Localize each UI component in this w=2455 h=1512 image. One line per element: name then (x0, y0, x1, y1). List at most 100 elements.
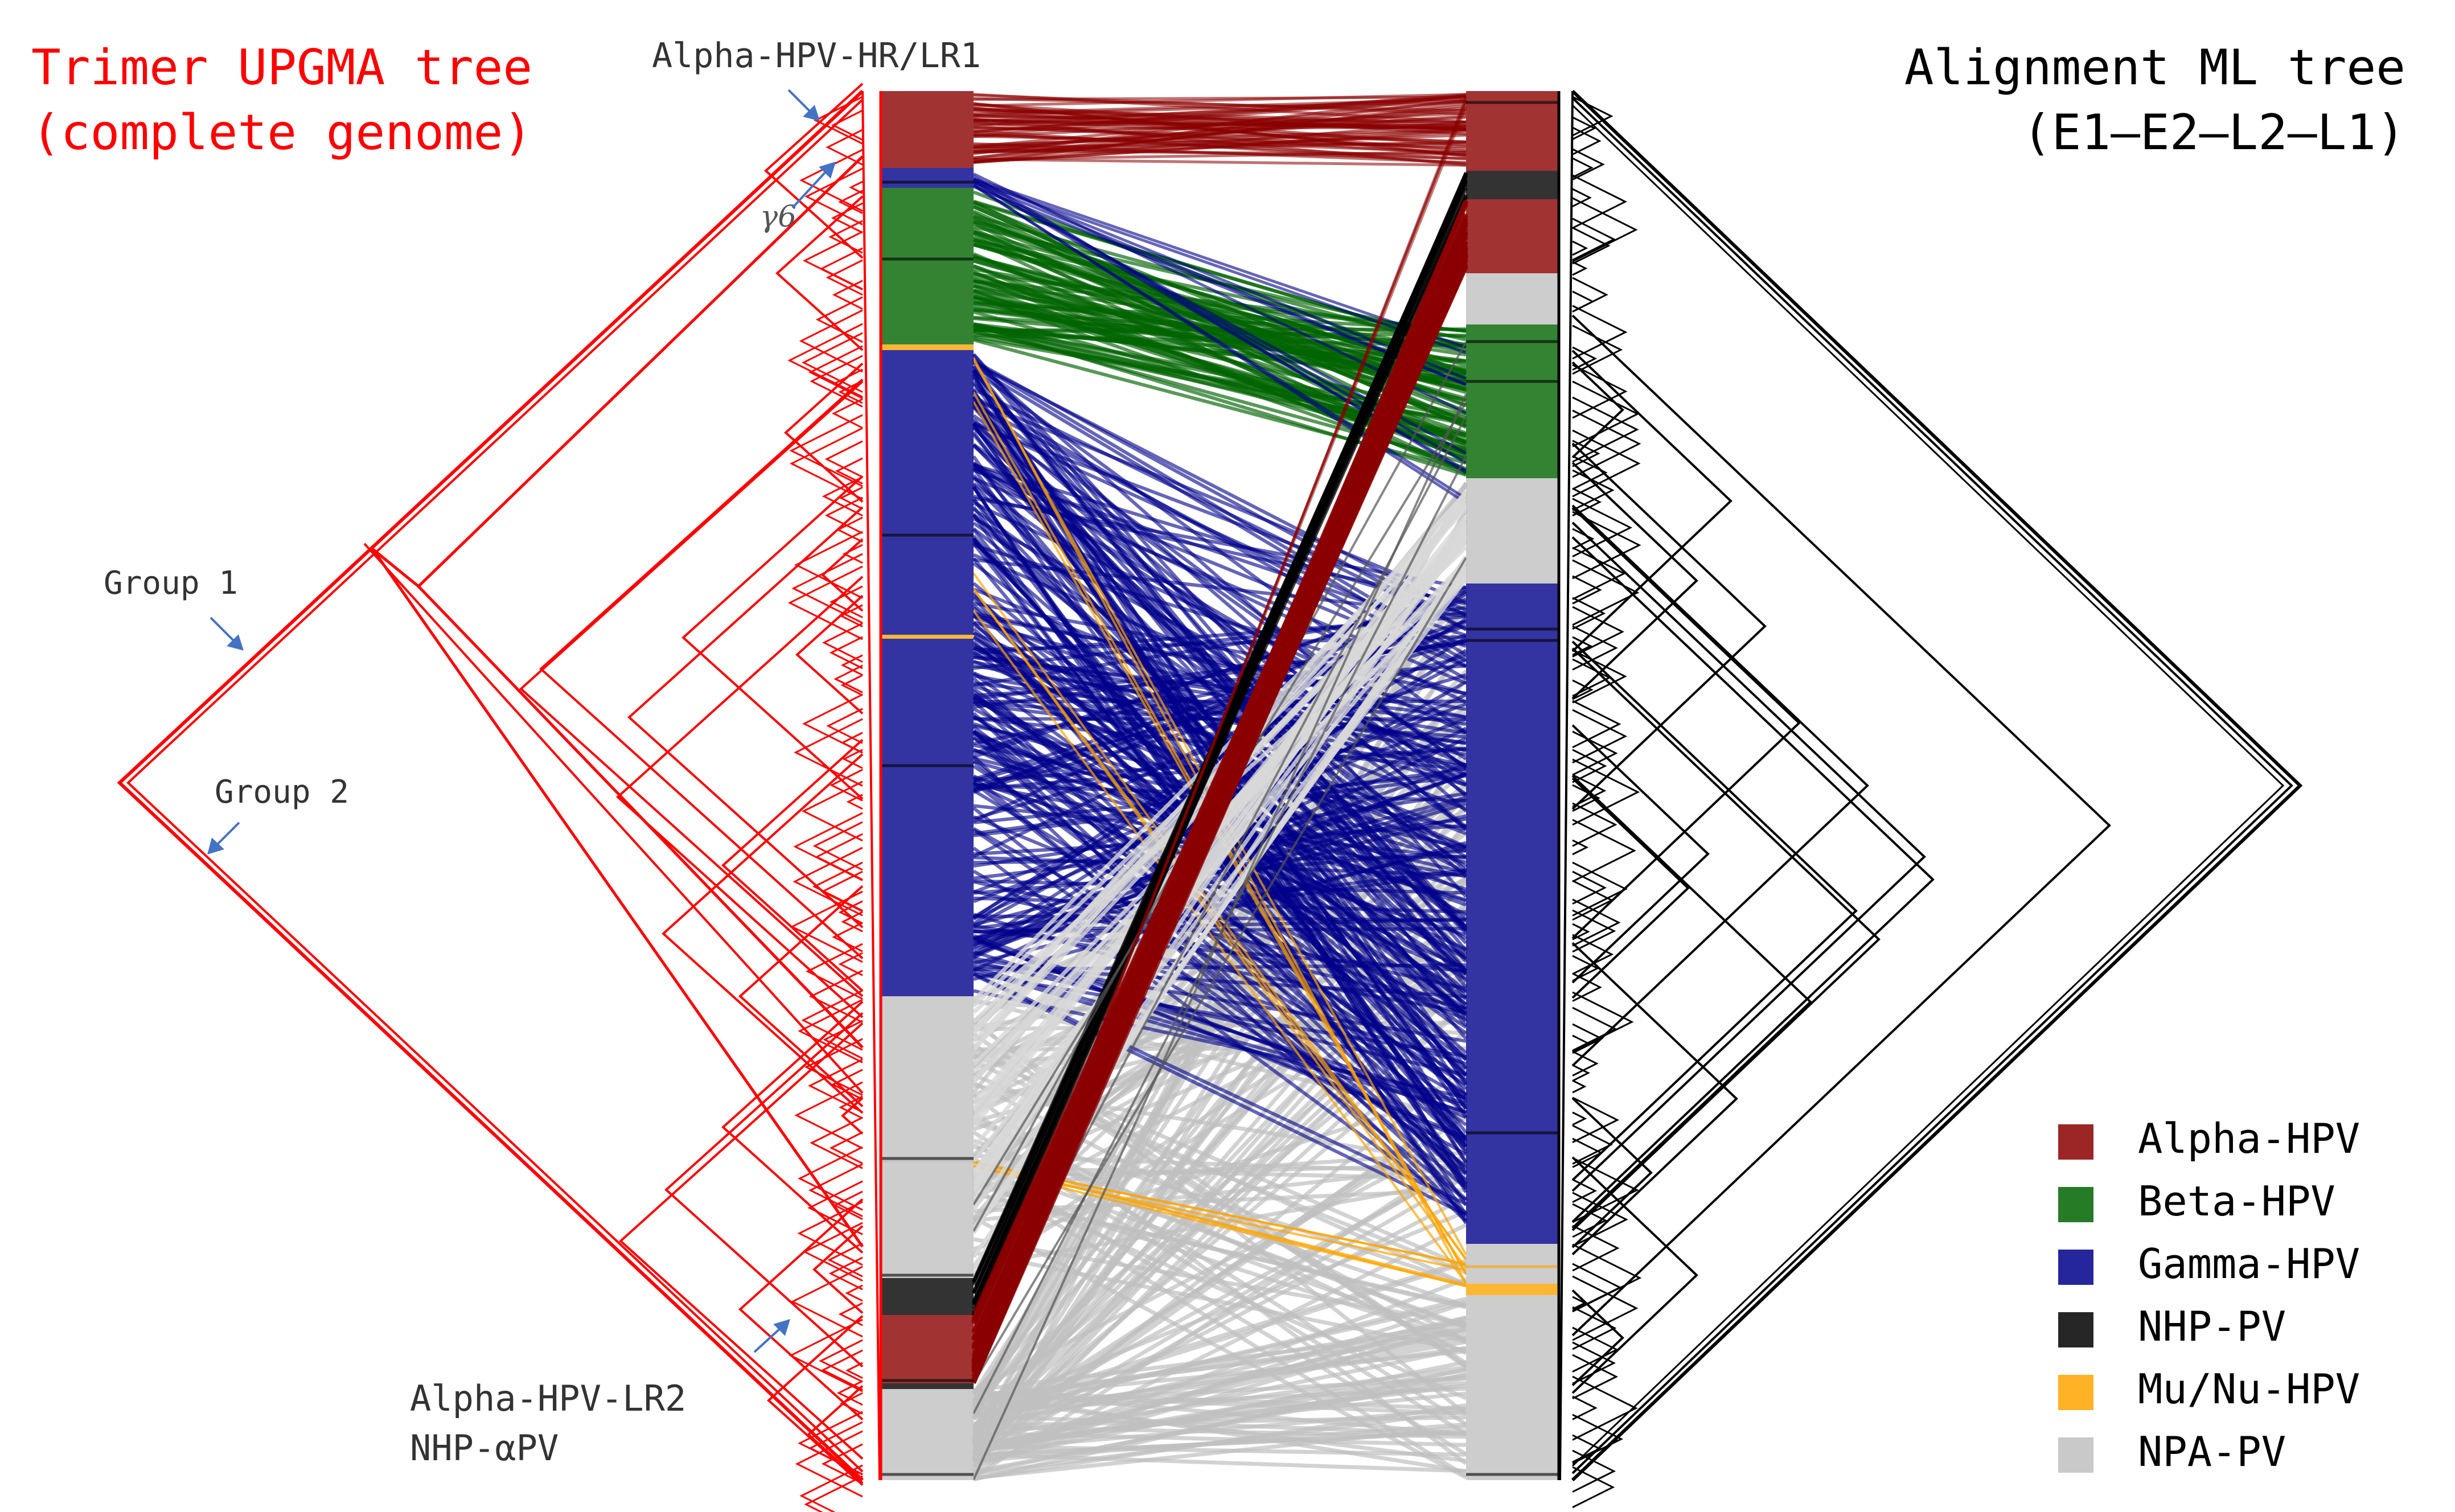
left-tree-branch (812, 1225, 864, 1314)
left-tree-branch (826, 708, 863, 744)
connection-line-alpha (971, 224, 1468, 1357)
right-tree-branch (1572, 839, 1589, 856)
left-tree-branch (662, 753, 864, 1114)
right-bar-segment (1466, 584, 1560, 1244)
legend-swatch (2058, 1312, 2093, 1347)
left-tree-branch (804, 1475, 863, 1512)
right-tree-branch (1572, 1434, 1602, 1463)
left-bar-segment (880, 1278, 974, 1315)
left-tree-branch (833, 1190, 863, 1220)
right-tree-branch (1572, 305, 1628, 360)
connection-line-npa (973, 1349, 1467, 1401)
left-tree-branch (824, 440, 863, 478)
right-tree-branch (1571, 640, 1858, 1181)
left-tree-branch (664, 1012, 864, 1367)
left-tree-branch (789, 414, 863, 487)
left-tree-branch (830, 585, 863, 618)
left-tree-branch (814, 96, 863, 145)
connection-line-gamma (973, 939, 1467, 1115)
left-tree-branch (812, 821, 863, 871)
connection-line-munu (972, 610, 1467, 1284)
connection-line-gamma (973, 179, 1467, 355)
right-tree-branch (1572, 559, 1640, 626)
connection-line-alpha (971, 258, 1468, 1384)
left-tree-branch (801, 989, 863, 1051)
left-tree-branch (841, 1097, 864, 1135)
connection-line-npa (973, 1319, 1467, 1452)
connection-line-gamma (972, 507, 1467, 859)
right-tree-branch (1572, 148, 1605, 180)
connection-line-gamma (973, 177, 1467, 349)
left-tree-branch (819, 247, 863, 290)
right-tree-branch (1572, 679, 1594, 700)
right-tree-branch (1572, 819, 1636, 882)
connection-line-nhp (972, 557, 1467, 1384)
legend-label: NPA-PV (2138, 1428, 2286, 1476)
left-tree-branch (808, 1163, 863, 1218)
left-bar-segment (880, 188, 974, 344)
connection-line-alpha (973, 133, 1467, 154)
left-tree-branch (794, 1081, 863, 1149)
connection-line-alpha (973, 158, 1467, 167)
connection-line-npa (973, 1422, 1467, 1463)
left-tree-branch (840, 1392, 863, 1415)
left-tree-branch (808, 345, 863, 400)
left-tree-branch (794, 718, 863, 787)
right-tree-branch (1572, 227, 1611, 265)
left-tree-branch (824, 496, 863, 535)
right-tree-branch (1572, 1023, 1604, 1054)
left-tree-branch (619, 1022, 864, 1460)
left-tree-branch (117, 89, 864, 1482)
left-tree-branch (839, 1095, 863, 1119)
alpha-hr-lr1-label: Alpha-HPV-HR/LR1 (652, 36, 981, 76)
right-tree-branch (1572, 96, 1614, 137)
arrow-group2 (207, 821, 240, 854)
right-tree-branch (1572, 1191, 1628, 1247)
right-tree-branch (1571, 1097, 1653, 1248)
left-tree-branch (627, 506, 864, 928)
right-bar-segment (1466, 199, 1560, 273)
connection-line-alpha (973, 93, 1467, 134)
right-ml-tree (1559, 89, 2303, 1509)
left-tree-branch (808, 969, 863, 1024)
legend-swatch (2058, 1375, 2093, 1410)
legend-label: Mu/Nu-HPV (2138, 1365, 2360, 1413)
right-tree-branch (1572, 1341, 1616, 1384)
left-tree-branch (126, 98, 864, 1473)
right-tree-branch (1572, 802, 1617, 847)
alpha-lr2-label: Alpha-HPV-LR2 (410, 1378, 686, 1419)
right-tree-branch (1572, 126, 1602, 155)
left-tree-branch (834, 664, 863, 693)
right-tree-branch (1572, 909, 1616, 953)
left-tree-branch (815, 296, 863, 343)
right-tree-branch (1572, 1375, 1638, 1441)
connection-line-alpha (973, 130, 1467, 164)
left-tree-branch (801, 332, 863, 393)
right-tree-branch (1572, 217, 1616, 261)
left-tree-branch (806, 943, 863, 1000)
left-tree-branch (826, 129, 863, 166)
right-bar-segment (1466, 1284, 1560, 1295)
left-bar-segment (880, 635, 974, 639)
left-tree-branch (790, 1266, 863, 1338)
left-tree-branch (791, 553, 863, 624)
right-tree-branch (1572, 636, 1592, 656)
left-tree-branch (838, 380, 863, 404)
right-tree-branch (1572, 511, 1641, 580)
right-tree-branch (1572, 749, 1607, 783)
right-tree-branch (1572, 1178, 1598, 1203)
left-tree-branch (793, 847, 863, 917)
right-tree-branch (1572, 364, 1628, 419)
right-tree-branch (1572, 380, 1640, 447)
left-tree-branch (682, 475, 864, 800)
right-tree-branch (1572, 730, 1618, 776)
legend-label: Alpha-HPV (2138, 1115, 2360, 1162)
left-tree-branch (822, 476, 863, 517)
connection-line-nhp (972, 180, 1468, 1305)
right-tree-branch (1572, 290, 1595, 313)
connection-line-munu (972, 588, 1467, 1269)
right-tree-branch (1572, 1275, 1639, 1341)
left-title-line2: (complete genome) (31, 104, 532, 161)
right-tree-branch (1572, 774, 1607, 808)
